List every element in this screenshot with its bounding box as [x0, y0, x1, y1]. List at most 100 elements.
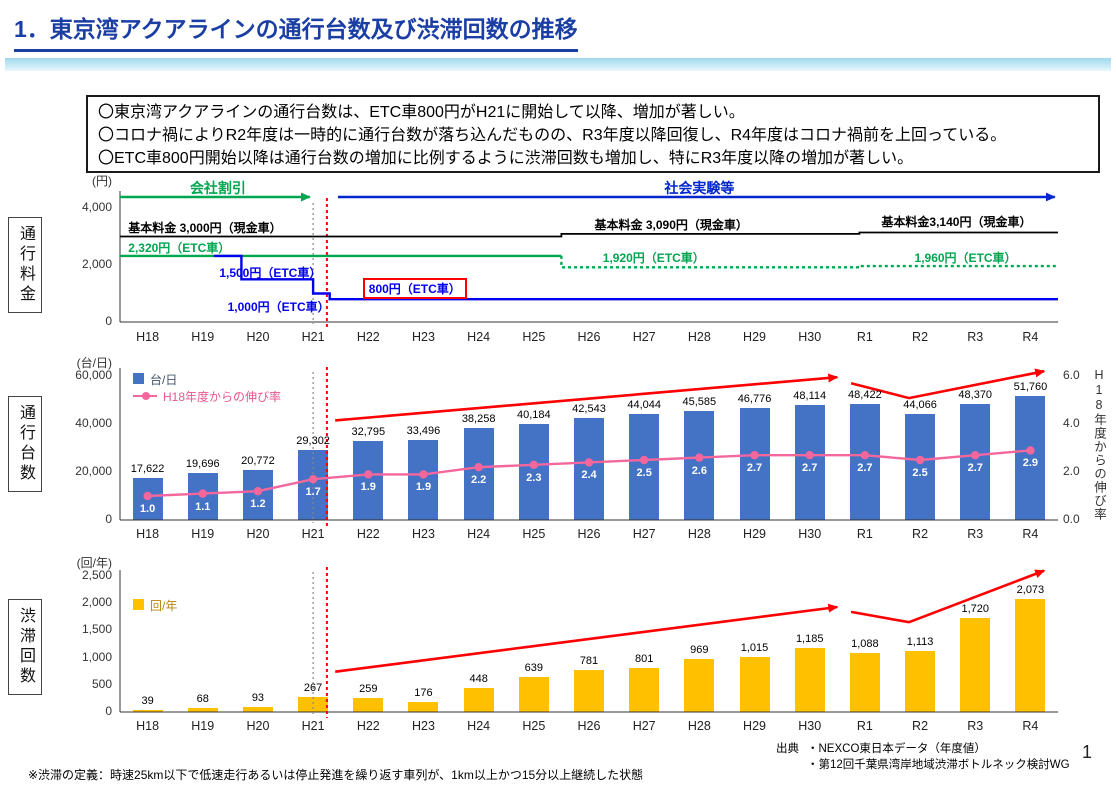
congestion-definition-footnote: ※渋滞の定義：時速25km以下で低速走行あるいは停止発進を繰り返す車列が、1km… [28, 768, 644, 782]
congestion-bar-value: 68 [196, 693, 209, 706]
volume-x-label: H24 [467, 527, 491, 541]
volume-y-tick: 0 [105, 512, 112, 526]
volume-x-label: H29 [743, 527, 766, 541]
fee-x-label: H20 [246, 330, 270, 344]
fee-y-tick: 4,000 [81, 200, 112, 214]
growth-rate-value: 2.7 [967, 462, 983, 475]
volume-x-label: R3 [967, 527, 984, 541]
traffic-bar-value: 48,114 [793, 389, 827, 402]
congestion-x-label: H27 [632, 719, 656, 733]
growth-rate-value: 1.0 [139, 503, 156, 515]
source-lines: ・NEXCO東日本データ（年度値） ・第12回千葉県湾岸地域渋滞ボトルネック検討… [807, 740, 1070, 772]
fee-price-label: 基本料金 3,000円（現金車） [128, 220, 282, 235]
congestion-bar-value: 176 [414, 687, 433, 700]
section-label-congestion-count: 渋滞回数 [8, 599, 42, 695]
congestion-x-label: H28 [687, 719, 711, 733]
congestion-bar-value: 801 [634, 653, 654, 666]
congestion-bar-value: 1,015 [740, 641, 769, 654]
fee-x-label: R1 [856, 330, 873, 344]
growth-rate-value: 2.5 [636, 467, 652, 479]
legend-label: H18年度からの伸び率 [163, 390, 282, 404]
growth-rate-value: 1.2 [250, 498, 266, 511]
growth-rate-value: 2.5 [912, 467, 928, 479]
source-line: ・第12回千葉県湾岸地域渋滞ボトルネック検討WG [807, 759, 1070, 771]
fee-x-label: H18 [136, 330, 160, 344]
growth-rate-value: 2.7 [746, 462, 763, 475]
congestion-bar [518, 677, 549, 712]
fee-x-label: R2 [912, 330, 929, 344]
congestion-bar [463, 687, 494, 712]
congestion-bar [960, 618, 991, 712]
volume-x-label: H30 [798, 527, 822, 541]
section-label-toll-fee: 通行料金 [8, 217, 42, 313]
congestion-x-label: H19 [191, 719, 215, 733]
fee-price-label: 1,500円（ETC車） [219, 265, 322, 280]
congestion-bar-value: 93 [251, 691, 265, 704]
volume-x-label: H23 [412, 527, 435, 541]
congestion-y-tick: 1,000 [81, 649, 112, 664]
congestion-bar-value: 267 [303, 682, 323, 695]
growth-rate-value: 1.1 [195, 500, 211, 513]
congestion-unit-label: (回/年) [76, 556, 112, 570]
congestion-bar-value: 259 [359, 682, 378, 695]
growth-rate-value: 1.9 [415, 481, 432, 494]
page-title: 1．東京湾アクアラインの通行台数及び渋滞回数の推移 [14, 10, 578, 52]
growth-rate-value: 2.7 [802, 462, 818, 475]
traffic-bar-value: 33,496 [406, 424, 441, 437]
congestion-bar [629, 668, 660, 712]
volume-x-label: H26 [577, 527, 601, 541]
traffic-bar-value: 40,184 [516, 408, 551, 421]
congestion-bar [1015, 599, 1046, 712]
traffic-bar-value: 48,422 [848, 388, 882, 401]
fee-price-label: 2,320円（ETC車） [128, 241, 231, 256]
congestion-bar [739, 656, 770, 712]
accent-bar [5, 58, 1111, 71]
legend-label: 台/日 [150, 373, 178, 387]
congestion-bar [684, 659, 715, 712]
congestion-bar-value: 781 [579, 654, 599, 667]
traffic-bar [298, 449, 329, 520]
traffic-bar-value: 48,370 [958, 388, 993, 401]
fee-x-label: R3 [967, 330, 984, 344]
volume-x-label: H27 [632, 527, 656, 541]
traffic-bar [408, 439, 439, 520]
congestion-bar-value: 39 [141, 694, 154, 707]
congestion-x-label: R3 [967, 719, 984, 733]
congestion-x-label: H20 [246, 719, 270, 733]
volume-x-label: R2 [912, 527, 929, 541]
congestion-x-label: H23 [412, 719, 435, 733]
fee-price-label: 1,000円（ETC車） [227, 300, 330, 315]
congestion-y-tick: 500 [91, 676, 112, 691]
traffic-bar-value: 32,795 [351, 426, 386, 439]
volume-x-label: H25 [522, 527, 546, 541]
traffic-bar [242, 470, 273, 520]
growth-rate-value: 2.6 [691, 464, 707, 477]
growth-rate-value: 2.2 [470, 474, 487, 487]
legend-dot [142, 392, 150, 400]
congestion-x-label: R2 [912, 719, 929, 733]
growth-rate-value: 2.9 [1022, 457, 1039, 470]
volume-y-tick: 40,000 [75, 416, 112, 430]
fee-x-label: H26 [577, 330, 601, 344]
volume-x-label: R1 [856, 527, 873, 541]
congestion-y-tick: 0 [105, 704, 112, 718]
growth-rate-value: 1.9 [360, 481, 376, 494]
fee-x-label: H19 [191, 330, 215, 344]
volume-y-tick: 60,000 [75, 368, 112, 382]
congestion-x-label: H29 [743, 719, 766, 733]
congestion-bar [794, 647, 825, 712]
traffic-bar-value: 46,776 [737, 392, 772, 405]
traffic-bar-value: 29,302 [296, 434, 330, 447]
congestion-bar [187, 708, 218, 712]
growth-y-tick: 2.0 [1063, 464, 1080, 478]
fee-x-label: H21 [301, 330, 325, 344]
volume-y-tick: 20,000 [75, 464, 112, 478]
note-line: 〇東京湾アクアラインの通行台数は、ETC車800円がH21に開始して以降、増加が… [98, 104, 745, 121]
growth-rate-value: 2.3 [526, 471, 542, 484]
fee-price-label: 800円（ETC車） [362, 277, 467, 299]
growth-y-tick: 0.0 [1063, 512, 1080, 526]
congestion-bar [242, 706, 273, 712]
growth-rate-value: 2.4 [581, 469, 597, 482]
congestion-x-label: H30 [798, 719, 822, 733]
